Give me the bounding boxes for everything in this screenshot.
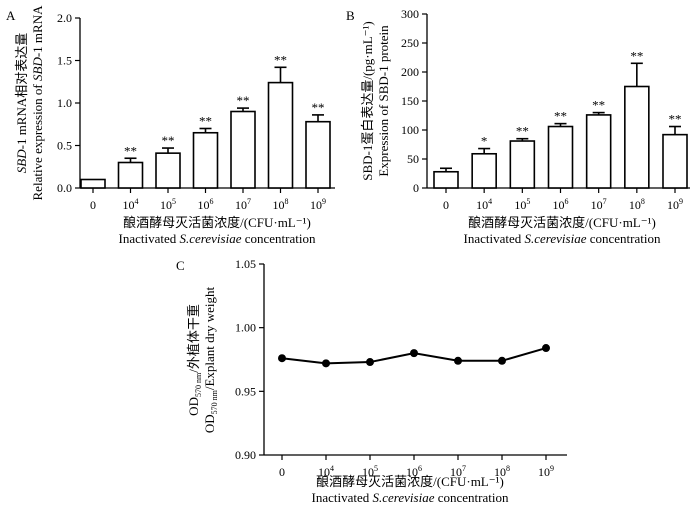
panel-a-bar <box>155 152 181 189</box>
panel-b-bar <box>585 114 612 189</box>
panel-a-bar <box>192 131 219 189</box>
panel-a-ytick-label: 0.0 <box>57 181 72 195</box>
panel-c-point <box>454 356 462 365</box>
panel-b-xtick-label: 106 <box>553 197 569 212</box>
panel-c-xtick-label: 109 <box>538 464 554 479</box>
panel-a-significance: ** <box>237 93 250 108</box>
panel-a-ylabel-cn: SBD-1 mRNA相对表达量 <box>14 33 29 173</box>
panel-a-significance: ** <box>312 100 325 115</box>
panel-b-bar <box>662 133 688 189</box>
panel-b-bar <box>547 125 574 189</box>
panel-b-significance: * <box>481 134 488 149</box>
panel-b-xtick-label: 105 <box>514 197 530 212</box>
panel-b-xtick-label: 104 <box>476 197 492 212</box>
panel-b-significance: ** <box>630 48 643 63</box>
panel-a-ytick-label: 1.5 <box>57 54 72 68</box>
panel-c: C 0.900.951.001.05 0 104 105 106 107 108 109 酿… <box>176 257 567 505</box>
panel-a-xtick-label: 104 <box>123 197 139 212</box>
panel-a-xtick-label: 107 <box>235 197 251 212</box>
panel-b-ylabel-cn: SBD-1蛋白表达量/(pg·mL⁻¹) <box>360 21 375 181</box>
panel-b-xlabel-cn: 酿酒酵母灭活菌浓度/(CFU·mL⁻¹) <box>468 215 656 230</box>
panel-a-ytick-label: 2.0 <box>57 11 72 25</box>
panel-c-xtick-label: 0 <box>279 465 285 479</box>
panel-c-xlabel-cn: 酿酒酵母灭活菌浓度/(CFU·mL⁻¹) <box>316 474 504 489</box>
panel-c-point <box>322 359 330 368</box>
panel-a-significance: ** <box>124 143 137 158</box>
panel-a-bar <box>305 120 331 189</box>
panel-a-significance: ** <box>162 133 175 148</box>
panel-b-ytick-label: 150 <box>401 94 419 108</box>
panel-b-ytick-label: 250 <box>401 36 419 50</box>
panel-a-label: A <box>6 8 16 23</box>
panel-a-ytick-label: 0.5 <box>57 139 72 153</box>
panel-b-ytick-label: 200 <box>401 65 419 79</box>
panel-a-ytick-label: 1.0 <box>57 96 72 110</box>
panel-c-ytick-label: 1.00 <box>235 321 256 335</box>
panel-a-xtick-label: 0 <box>90 198 96 212</box>
panel-a-xlabel-en: Inactivated S.cerevisiae concentration <box>119 231 316 246</box>
panel-b-label: B <box>346 8 355 23</box>
panel-b-bar <box>509 140 536 189</box>
panel-a-xlabel-cn: 酿酒酵母灭活菌浓度/(CFU·mL⁻¹) <box>123 215 311 230</box>
panel-c-point <box>366 358 374 367</box>
panel-b-ytick-label: 100 <box>401 123 419 137</box>
panel-c-ytick-label: 1.05 <box>235 257 256 271</box>
panel-b-xtick-label: 108 <box>629 197 645 212</box>
panel-a: A 0.0 0.5 1.0 1.5 2.0 0 104 105 106 107 108 109 **… <box>6 5 335 246</box>
panel-c-label: C <box>176 258 185 273</box>
panel-c-point <box>542 344 550 353</box>
panel-c-xlabel-en: Inactivated S.cerevisiae concentration <box>312 490 509 505</box>
panel-a-xtick-label: 109 <box>310 197 326 212</box>
panel-c-ylabel-en: OD570 nm/Explant dry weight <box>202 286 219 433</box>
panel-b-bar <box>471 152 497 189</box>
panel-b: B 0 50 100 150 200 250 300 0 104 105 106 107 108 109… <box>346 7 690 246</box>
panel-c-point <box>498 356 506 365</box>
panel-b-significance: ** <box>516 124 529 139</box>
panel-a-xtick-label: 105 <box>160 197 176 212</box>
panel-a-significance: ** <box>199 114 212 129</box>
panel-a-xtick-label: 108 <box>273 197 289 212</box>
panel-b-significance: ** <box>554 109 567 124</box>
panel-a-ylabel-en: Relative expression of SBD-1 mRNA <box>30 5 45 201</box>
panel-b-ylabel-en: Expression of SBD-1 protein <box>376 25 391 177</box>
panel-b-ytick-label: 50 <box>407 152 419 166</box>
panel-c-ylabel-cn: OD570 nm/外植体干重 <box>186 304 203 416</box>
panel-b-significance: ** <box>669 112 682 127</box>
panel-a-bar <box>117 161 144 189</box>
panel-b-xtick-label: 107 <box>591 197 607 212</box>
panel-b-xlabel-en: Inactivated S.cerevisiae concentration <box>464 231 661 246</box>
panel-c-point <box>410 349 418 358</box>
panel-c-point <box>278 354 286 363</box>
panel-a-bar <box>80 178 106 189</box>
panel-a-significance: ** <box>274 52 287 67</box>
panel-a-bar <box>267 81 294 189</box>
panel-b-xtick-label: 109 <box>667 197 683 212</box>
panel-b-bar <box>433 170 459 189</box>
panel-a-bar <box>230 110 256 189</box>
panel-b-bar <box>624 85 650 189</box>
panel-a-xtick-label: 106 <box>198 197 214 212</box>
panel-b-xtick-label: 0 <box>443 198 449 212</box>
panel-c-ytick-label: 0.95 <box>235 384 256 398</box>
panel-b-significance: ** <box>592 98 605 113</box>
panel-b-ytick-label: 300 <box>401 7 419 21</box>
panel-c-ytick-label: 0.90 <box>235 448 256 462</box>
panel-b-ytick-label: 0 <box>413 181 419 195</box>
